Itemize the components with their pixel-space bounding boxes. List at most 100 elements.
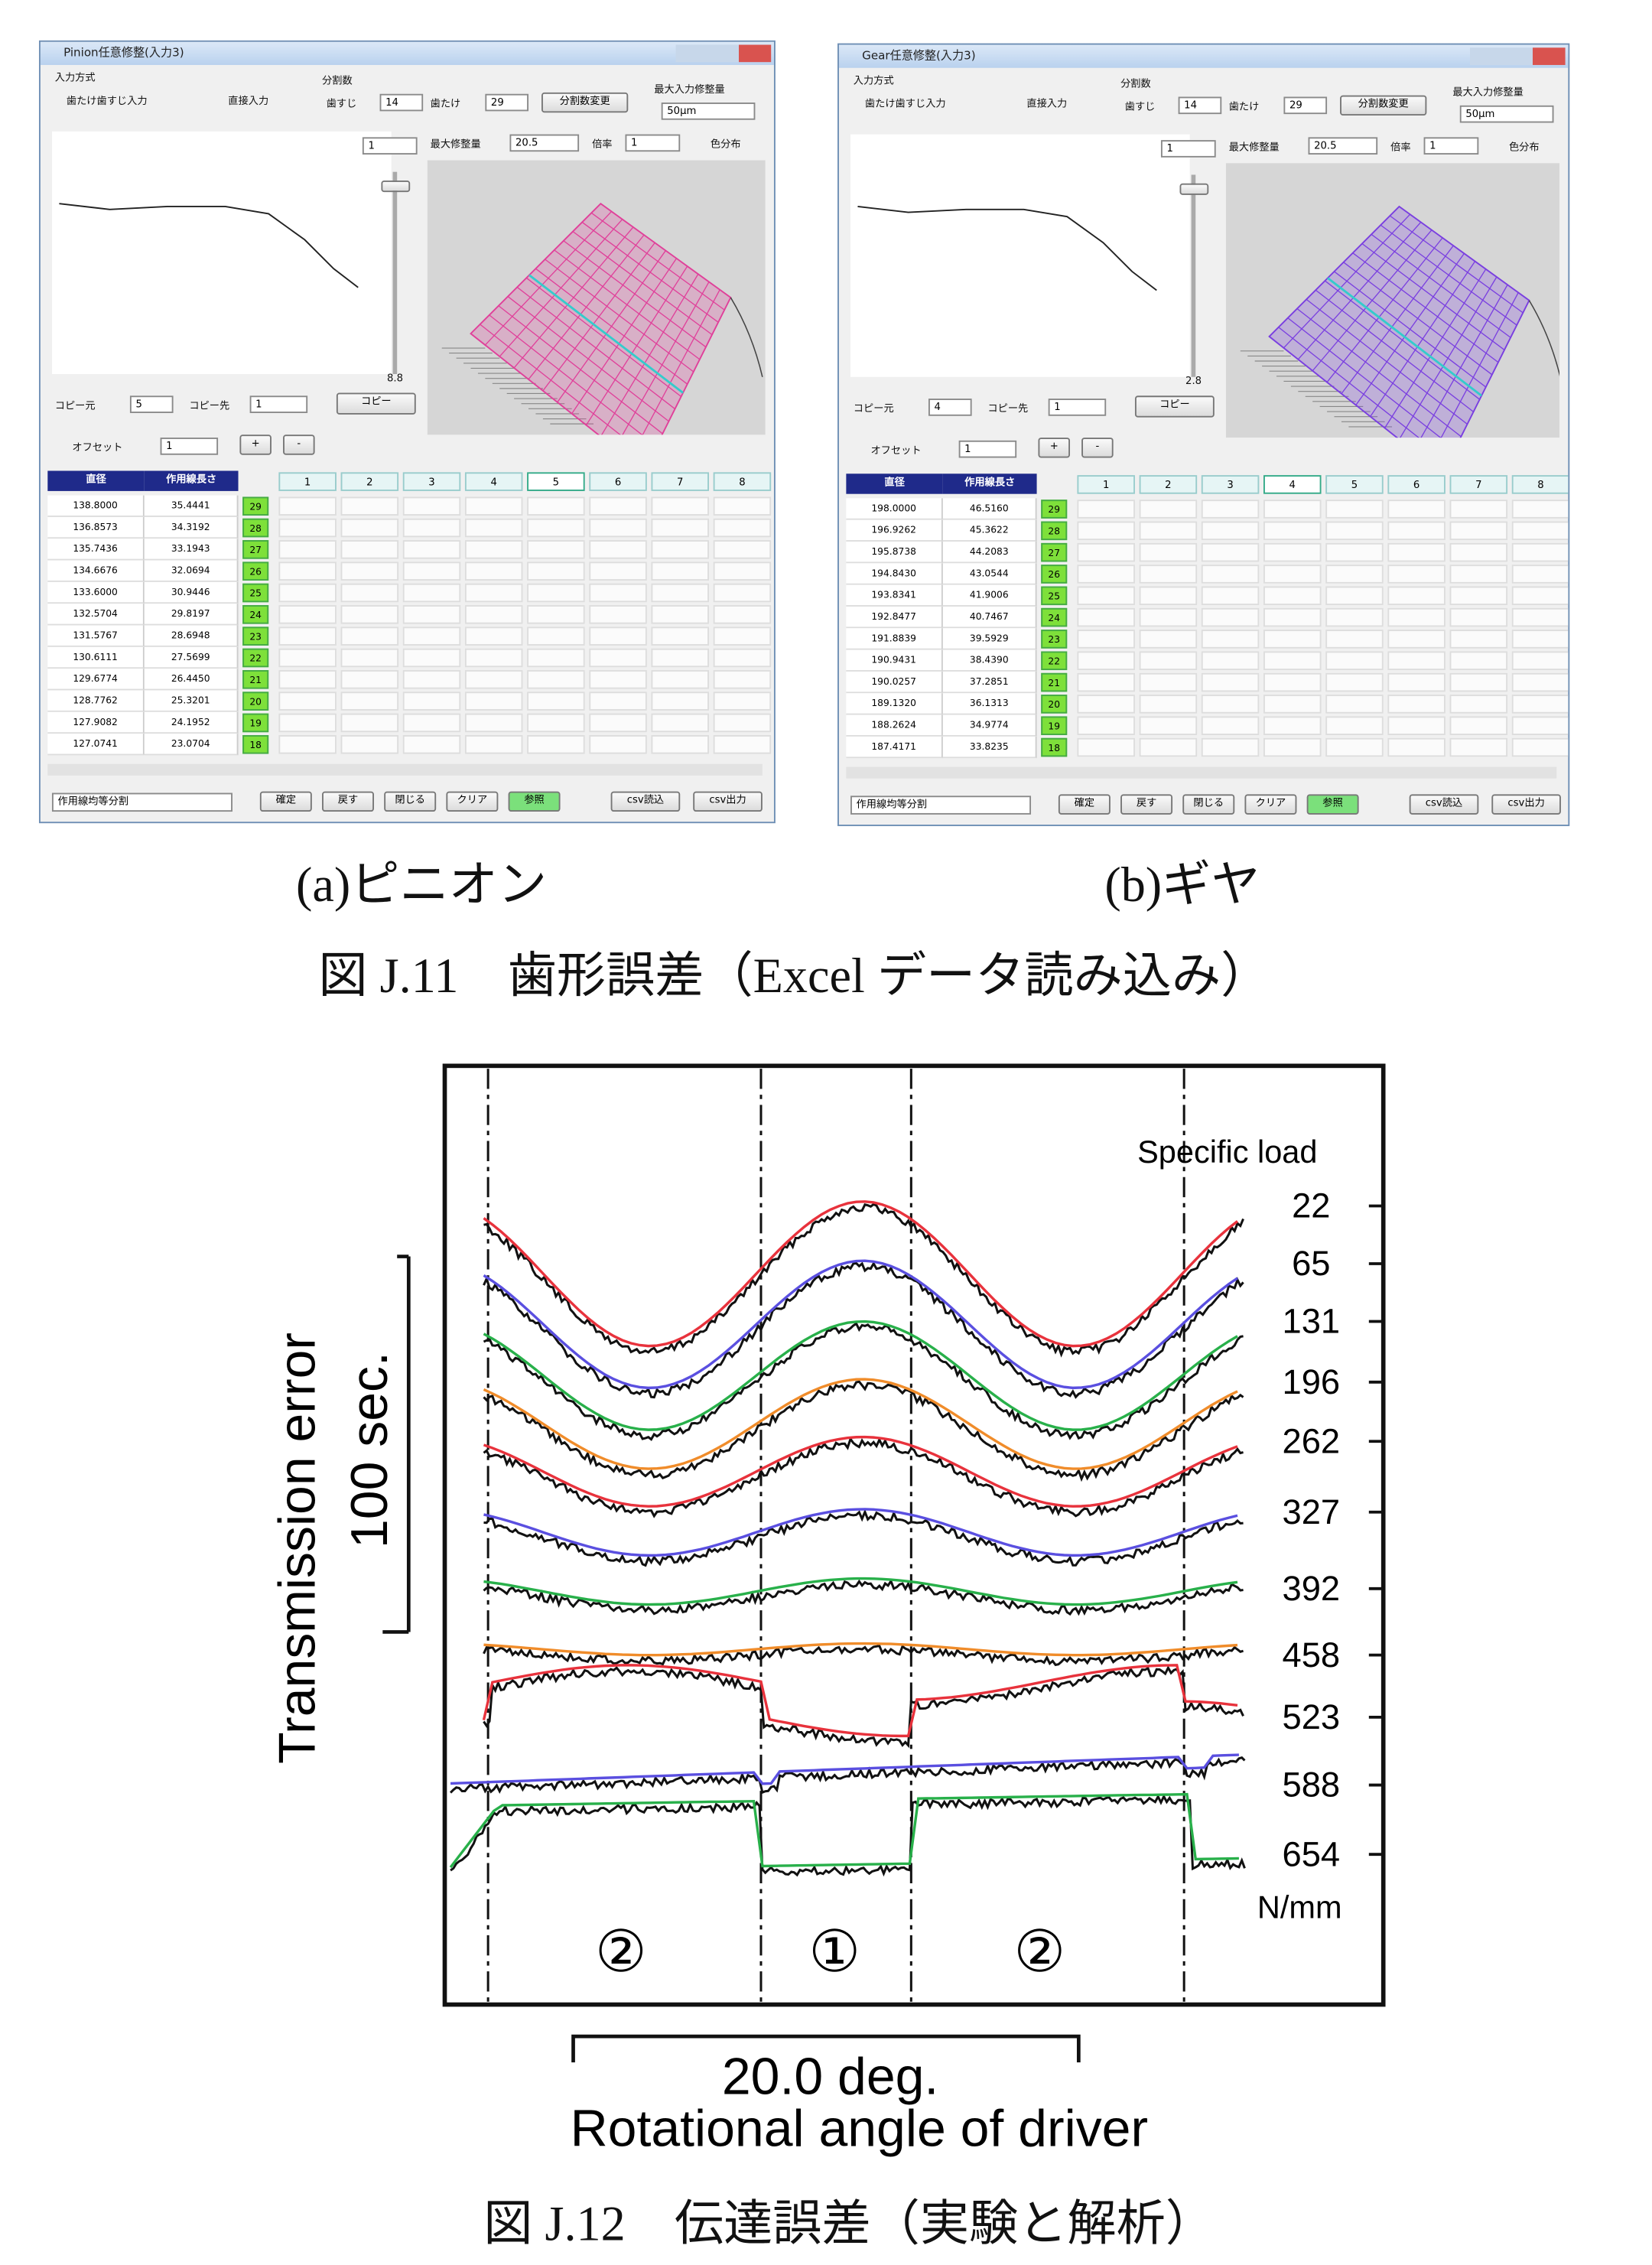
- data-cell: [340, 670, 399, 689]
- load-label: 458: [1283, 1635, 1341, 1674]
- cell-length: 30.9446: [144, 581, 239, 604]
- data-cell: [402, 583, 461, 603]
- label: 入力方式: [853, 75, 894, 87]
- cell-diameter: 188.2624: [846, 714, 943, 737]
- label: 入力方式: [54, 72, 96, 84]
- button: 戻す: [322, 791, 374, 812]
- data-cell: [278, 605, 337, 624]
- label: コピー先: [189, 399, 230, 412]
- analysis-curve: [483, 1435, 1238, 1508]
- table-header: 作用線長さ: [942, 474, 1037, 494]
- measured-curve: [483, 1644, 1244, 1667]
- column-header: 5: [1325, 475, 1384, 494]
- column-header: 8: [1511, 475, 1569, 494]
- cell-diameter: 136.8573: [47, 516, 145, 539]
- legend-title: Specific load: [1137, 1134, 1317, 1170]
- cell-diameter: 194.8430: [846, 563, 943, 585]
- cell-diameter: 130.6111: [47, 646, 145, 669]
- window-controls: [1469, 47, 1566, 65]
- surface-edge: [730, 297, 763, 377]
- column-header: 2: [1139, 475, 1198, 494]
- analysis-curve: [482, 1664, 1238, 1738]
- cell-diameter: 128.7762: [47, 690, 145, 712]
- mesh-line: [1398, 276, 1498, 440]
- load-label: 22: [1292, 1186, 1330, 1225]
- button: 閉じる: [1182, 794, 1235, 815]
- surface-mesh-area: [1240, 205, 1562, 475]
- data-cell: [589, 648, 647, 668]
- data-cell: [1449, 737, 1508, 757]
- mesh-line: [513, 226, 634, 369]
- data-cell: [464, 518, 523, 538]
- data-cell: [1511, 737, 1569, 757]
- data-cell: [1139, 542, 1198, 562]
- data-cell: [1139, 521, 1198, 541]
- table-header: 直径: [47, 470, 145, 491]
- data-cell: [402, 561, 461, 581]
- select: 29: [1283, 96, 1328, 115]
- button: 確定: [1058, 794, 1111, 815]
- cell-tooth: 29: [1041, 500, 1068, 519]
- data-cell: [340, 734, 399, 754]
- data-cell: [589, 713, 647, 733]
- column-header: 3: [1201, 475, 1260, 494]
- data-cell: [464, 605, 523, 624]
- data-cell: [278, 648, 337, 668]
- data-cell: [651, 605, 710, 624]
- cell-tooth: 20: [242, 692, 269, 711]
- label: コピー元: [853, 402, 894, 415]
- data-cell: [527, 561, 585, 581]
- label: 倍率: [592, 138, 613, 151]
- data-cell: [278, 734, 337, 754]
- data-cell: [1325, 651, 1384, 671]
- field: 20.5: [509, 134, 580, 152]
- cell-tooth: 18: [242, 734, 269, 754]
- profile-plot: [850, 134, 1190, 377]
- data-cell: [1449, 521, 1508, 541]
- table-header: 直径: [846, 474, 943, 494]
- select: 1: [362, 137, 418, 155]
- profile-curve: [59, 203, 359, 288]
- data-cell: [1201, 737, 1260, 757]
- profile-curve-area: [59, 203, 359, 288]
- mesh-line: [542, 242, 655, 392]
- cell-length: 38.4390: [942, 649, 1037, 672]
- cell-diameter: 190.9431: [846, 649, 943, 672]
- label: 最大入力修整量: [1452, 86, 1524, 99]
- button: csv読込: [610, 791, 681, 812]
- data-cell: [1263, 737, 1322, 757]
- mesh-line: [1384, 268, 1487, 428]
- button: +: [239, 434, 272, 455]
- data-cell: [1263, 630, 1322, 649]
- data-cell: [1201, 695, 1260, 714]
- data-cell: [464, 713, 523, 733]
- data-cell: [1263, 542, 1322, 562]
- cell-length: 39.5929: [942, 628, 1037, 650]
- data-cell: [278, 670, 337, 689]
- cell-tooth: 26: [242, 561, 269, 581]
- button: 確定: [259, 791, 312, 812]
- data-cell: [1511, 630, 1569, 649]
- data-cell: [1387, 651, 1446, 671]
- analysis-curve: [483, 1259, 1238, 1390]
- button: 分割数変更: [1340, 95, 1427, 116]
- data-cell: [340, 692, 399, 711]
- analysis-curve: [483, 1320, 1238, 1431]
- data-cell: [1077, 695, 1135, 714]
- mesh-line: [1326, 237, 1443, 383]
- data-cell: [1511, 586, 1569, 606]
- label: オフセット: [72, 441, 123, 454]
- mesh-line: [470, 203, 601, 334]
- select: 1: [1160, 140, 1216, 158]
- cell-diameter: 191.8839: [846, 628, 943, 650]
- cell-diameter: 131.5767: [47, 625, 145, 647]
- data-cell: [651, 518, 710, 538]
- data-cell: [1263, 672, 1322, 692]
- measured-curve: [483, 1508, 1244, 1567]
- data-cell: [1387, 565, 1446, 584]
- mesh-line: [1413, 284, 1508, 451]
- measured-curve: [483, 1261, 1244, 1399]
- data-cell: [278, 518, 337, 538]
- data-cell: [589, 670, 647, 689]
- data-cell: [713, 692, 772, 711]
